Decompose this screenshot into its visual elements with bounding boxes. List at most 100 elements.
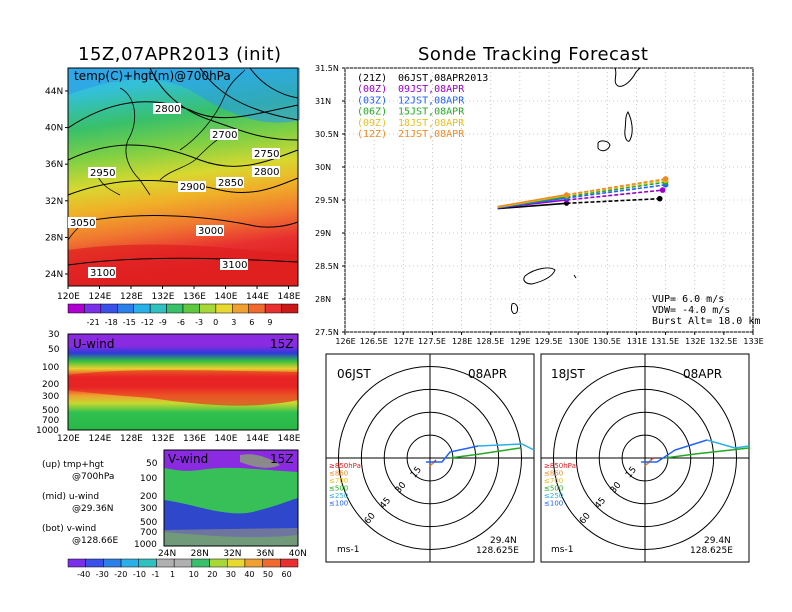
track-line-solid <box>497 193 567 208</box>
colorbar-tick-label: 0 <box>213 318 218 327</box>
track-x-tick-label: 131.5E <box>651 337 679 346</box>
temp-ticks: 120E 124E 128E 132E 136E 140E 144E 148E 24N 28N 32… <box>45 87 301 302</box>
track-x-tick-label: 126E <box>335 337 355 346</box>
vdw-text: VDW= -4.0 m/s <box>652 305 731 316</box>
contour-label: 2750 <box>254 149 279 160</box>
u-x-tick-label: 132E <box>152 434 175 444</box>
hodo-trace <box>644 459 652 467</box>
v-colorbar-tick-label: -40 <box>77 570 90 579</box>
track-x-ticks: 126E 126.5E 127E 127.5E 128E 128.5E 129E 129.5E… <box>335 332 764 346</box>
track-x-tick-label: 129.5E <box>535 337 563 346</box>
contour-label-bg <box>196 225 224 236</box>
contour-labels: 2800 2700 2750 2800 2950 2900 2850 3050 3000 3100… <box>68 103 280 279</box>
colorbar-cell <box>67 558 86 568</box>
hodo2-time: 18JST <box>551 367 585 381</box>
u-x-tick-label: 128E <box>120 434 143 444</box>
temp-x-tick-label: 128E <box>120 292 143 302</box>
u-x-tick-label: 124E <box>89 434 112 444</box>
temp-y-tick-label: 28N <box>45 233 63 243</box>
v-colorbar-tick-label: -20 <box>114 570 127 579</box>
colorbar-cell <box>199 303 217 314</box>
track-y-tick-label: 29N <box>315 229 331 238</box>
contour-label: 2900 <box>180 182 205 193</box>
v-colorbar-tick-label: 60 <box>282 570 292 579</box>
v-y-tick-label: 700 <box>140 528 157 538</box>
colorbar-tick-label: -9 <box>159 318 167 327</box>
contour-label-bg <box>178 181 206 192</box>
legend-key: (21Z) <box>357 73 387 84</box>
hodo-level-label: ≤250 <box>329 492 348 500</box>
track-line-dashed <box>566 184 666 199</box>
colorbar-cell <box>103 558 122 568</box>
v-x-tick-label: 36N <box>256 549 274 559</box>
v-y-tick-label: 50 <box>146 459 158 469</box>
temp-x-tick-label: 136E <box>183 292 206 302</box>
hodo-level-label: ≥850hPa <box>544 462 576 470</box>
legend-text: 12JST,08APR <box>398 95 465 106</box>
hodo-level-label: ≤850 <box>544 470 563 478</box>
u-y-tick-label: 500 <box>42 406 59 416</box>
contour-label-bg <box>252 148 280 159</box>
v-y-tick-label: 200 <box>140 492 157 502</box>
track-line-dashed <box>566 197 660 205</box>
v-colorbar-tick-label: 30 <box>226 570 236 579</box>
hodo-trace <box>706 439 750 449</box>
contour-label-bg <box>153 103 181 114</box>
track-line-dashed <box>566 181 666 198</box>
contour-label-bg <box>220 259 248 270</box>
track-x-tick-label: 128E <box>452 337 472 346</box>
hodo-level-label: ≤700 <box>329 477 348 485</box>
u-y-tick-label: 100 <box>42 363 59 373</box>
note-bot-1: (bot) v-wind <box>42 524 97 534</box>
cold-region <box>68 68 300 123</box>
v-x-tick-label: 32N <box>223 549 241 559</box>
track-y-tick-label: 27.5N <box>315 328 339 337</box>
temp-x-tick-label: 120E <box>57 292 80 302</box>
track-grid <box>344 67 754 333</box>
u-wind-label: U-wind <box>73 337 115 351</box>
track-y-tick-label: 31N <box>315 97 331 106</box>
colorbar-tick-label: -15 <box>123 318 136 327</box>
legend-text: 21JST,08APR <box>398 129 465 140</box>
u-x-tick-label: 140E <box>215 434 238 444</box>
hodo-level-label: ≤700 <box>544 477 563 485</box>
colorbar-tick-label: -3 <box>195 318 203 327</box>
v-wind-panel <box>163 449 299 547</box>
u-x-tick-label: 144E <box>246 434 269 444</box>
track-coastlines <box>511 67 641 315</box>
hodo1-time: 06JST <box>337 367 371 381</box>
track-x-tick-label: 129E <box>510 337 530 346</box>
track-x-tick-label: 127E <box>394 337 414 346</box>
colorbar-cell <box>85 558 104 568</box>
height-contours <box>67 67 299 266</box>
hodo-trace <box>641 439 708 463</box>
v-colorbar-tick-label: 1 <box>170 570 175 579</box>
u-y-tick-label: 50 <box>48 345 60 355</box>
hodo1-lon: 128.625E <box>476 546 519 556</box>
track-line-dashed <box>566 178 666 196</box>
temp-y-tick-label: 32N <box>45 197 63 207</box>
contour-label-bg <box>68 217 96 228</box>
contour-label-bg <box>252 166 280 177</box>
vup-text: VUP= 6.0 m/s <box>652 294 725 305</box>
hodo-level-label: ≤500 <box>329 485 348 493</box>
legend-key: (09Z) <box>357 118 387 129</box>
colorbar-cell <box>100 303 118 314</box>
track-line-dashed <box>566 179 666 197</box>
colorbar-cell <box>264 303 282 314</box>
track-y-tick-label: 30.5N <box>315 130 339 139</box>
colorbar-tick-label: -6 <box>177 318 185 327</box>
contour-label: 2850 <box>218 178 243 189</box>
track-end-marker <box>662 176 669 182</box>
u-x-tick-label: 148E <box>278 434 301 444</box>
hodo1-unit: ms-1 <box>337 545 360 555</box>
colorbar-cell <box>120 558 140 568</box>
contour-label: 2700 <box>212 130 237 141</box>
colorbar-cell <box>191 558 210 568</box>
contour-label-bg <box>88 267 116 278</box>
colorbar-cell <box>262 558 281 568</box>
track-end-marker <box>659 187 666 193</box>
track-y-tick-label: 30N <box>315 163 331 172</box>
